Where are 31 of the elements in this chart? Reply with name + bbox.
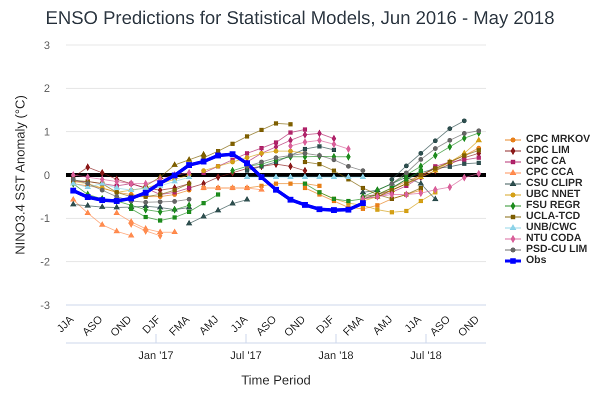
- y-tick-label: -3: [40, 300, 50, 312]
- legend-label: NTU CODA: [526, 232, 582, 244]
- legend-label: CSU CLIPR: [526, 177, 583, 189]
- y-tick-label: 2: [44, 83, 50, 96]
- y-tick-label: 0: [44, 170, 50, 182]
- y-tick-label: -1: [40, 213, 50, 226]
- x2-tick-label: Jul '18: [410, 350, 442, 362]
- y-axis-title: NINO3.4 SST Anomaly (°C): [12, 95, 28, 255]
- x2-tick-label: Jul '17: [230, 350, 262, 362]
- legend-label: CPC CA: [526, 155, 566, 167]
- x2-tick-label: Jan '17: [138, 350, 174, 362]
- x-tick-label: JJA: [228, 313, 251, 336]
- legend-label: CPC CCA: [526, 166, 574, 178]
- x-tick-label: DJF: [140, 313, 164, 336]
- x-tick-label: JJA: [54, 313, 77, 336]
- x-tick-label: JJA: [402, 313, 424, 336]
- chart-title: ENSO Predictions for Statistical Models, Jun 2016 - May 2018: [44, 6, 556, 30]
- legend-label: UNB/CWC: [526, 221, 577, 233]
- legend-label: FSU REGR: [526, 199, 580, 211]
- legend-label: CPC MRKOV: [526, 133, 590, 145]
- y-tick-label: 1: [44, 126, 50, 139]
- y-tick-label: -2: [40, 256, 50, 269]
- x2-tick-label: Jan '18: [318, 350, 354, 362]
- legend-label: UCLA-TCD: [526, 210, 580, 222]
- legend-label: PSD-CU LIM: [526, 243, 588, 255]
- y-tick-label: 3: [44, 40, 50, 52]
- x-axis-title: Time Period: [241, 372, 311, 388]
- legend-label: UBC NNET: [526, 188, 580, 200]
- legend-label: CDC LIM: [526, 144, 570, 156]
- legend-label: Obs: [526, 254, 546, 266]
- x-tick-label: DJF: [314, 313, 338, 336]
